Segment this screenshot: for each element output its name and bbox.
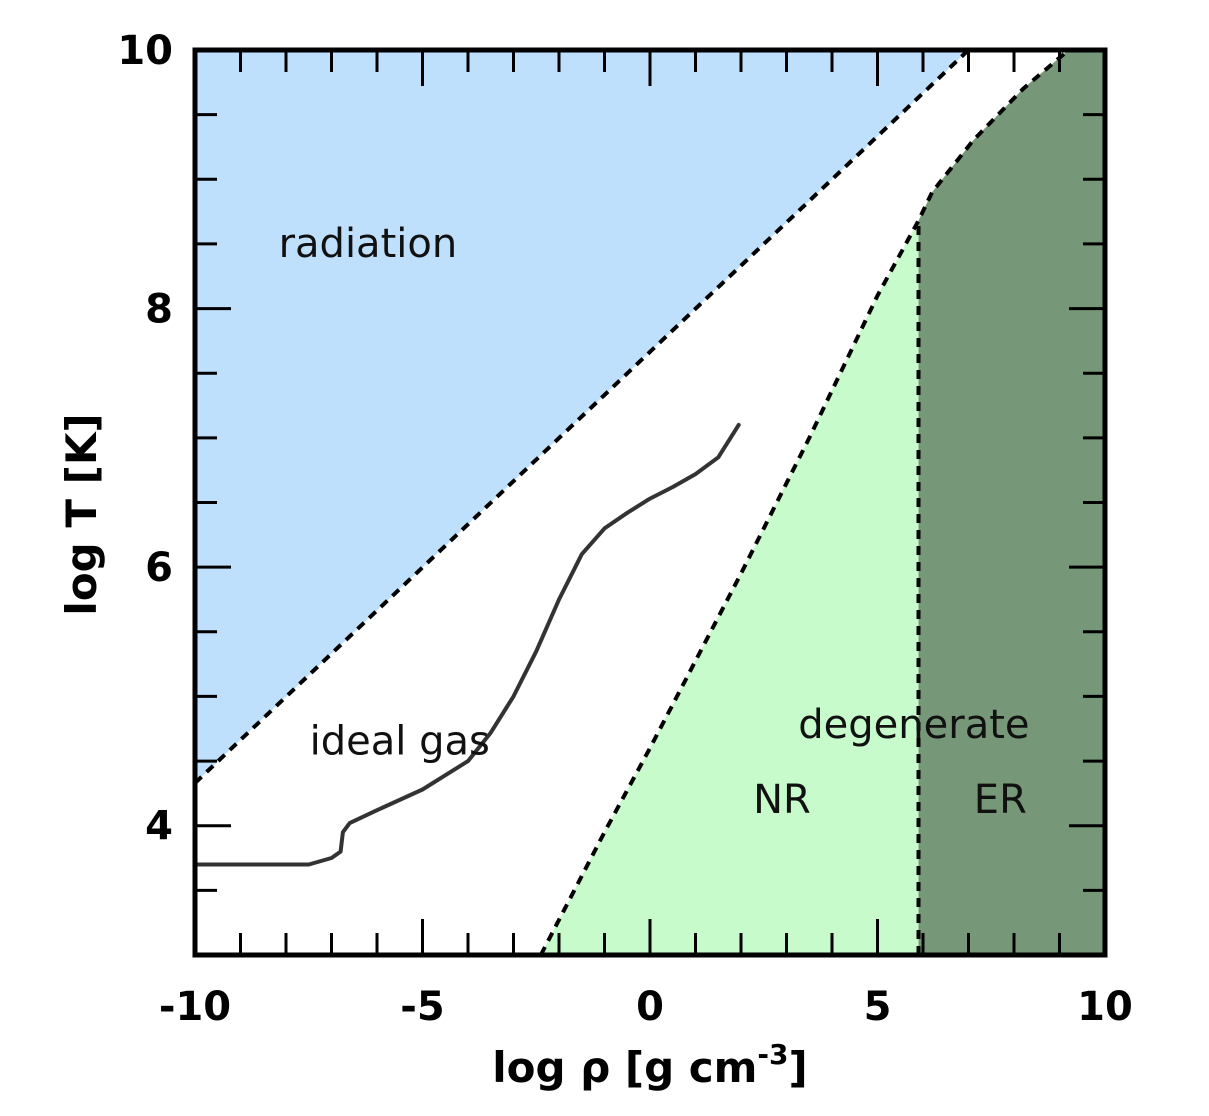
region-label-radiation: radiation (279, 221, 458, 267)
x-tick-label: -10 (159, 984, 231, 1030)
region-label-er: ER (974, 777, 1027, 823)
degeneracy-boundary-line (539, 50, 1070, 955)
y-axis-title: log T [K] (57, 413, 106, 615)
y-tick-label: 4 (145, 804, 173, 850)
radiation-boundary-line (195, 50, 970, 785)
y-tick-label: 10 (117, 28, 173, 74)
x-tick-label: -5 (400, 984, 444, 1030)
region-label-ideal-gas: ideal gas (310, 719, 490, 765)
x-tick-label: 10 (1077, 984, 1133, 1030)
x-tick-label: 0 (636, 984, 664, 1030)
y-tick-label: 8 (145, 287, 173, 333)
y-tick-label: 6 (145, 545, 173, 591)
series-line-0 (195, 422, 741, 867)
region-label-nr: NR (753, 777, 811, 823)
x-tick-label: 5 (864, 984, 892, 1030)
region-label-degenerate: degenerate (798, 702, 1029, 748)
x-axis-title: log ρ [g cm-3] (492, 1038, 807, 1092)
region-degenerate-er (918, 50, 1105, 955)
